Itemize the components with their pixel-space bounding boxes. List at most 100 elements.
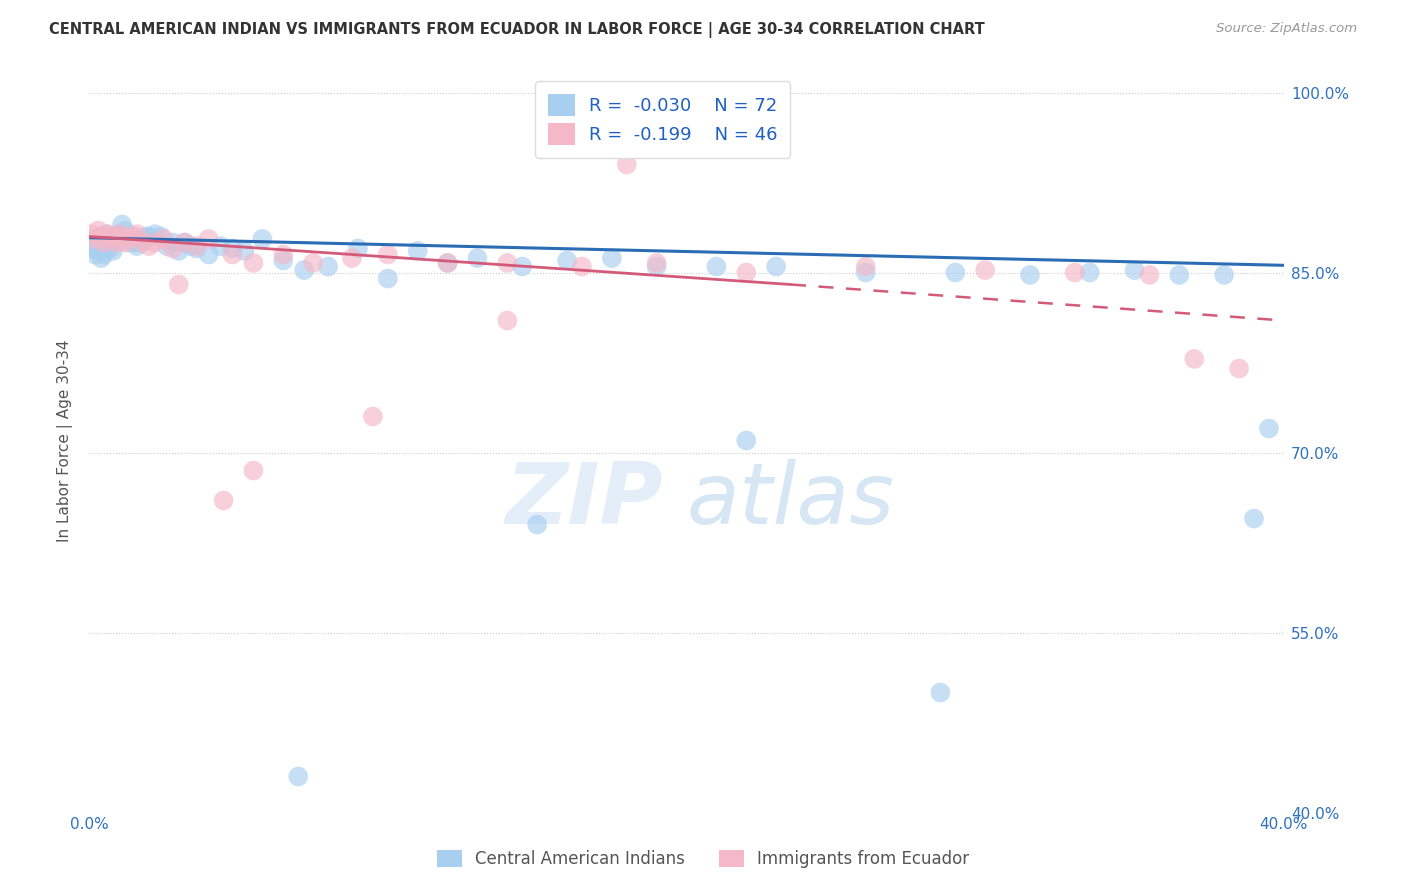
Point [101,244,124,258]
Point [233,244,256,258]
Point [90,229,112,244]
Point [526,517,548,532]
Point [90,251,112,265]
Point [1258,421,1281,435]
Point [117,232,139,246]
Text: Source: ZipAtlas.com: Source: ZipAtlas.com [1216,22,1357,36]
Point [122,229,145,244]
Point [242,256,264,270]
Point [114,232,136,246]
Point [271,247,294,261]
Legend: R =  -0.030    N = 72, R =  -0.199    N = 46: R = -0.030 N = 72, R = -0.199 N = 46 [534,81,790,158]
Point [510,260,533,274]
Point [1019,268,1042,282]
Point [87,239,110,253]
Point [252,232,274,246]
Point [302,256,325,270]
Point [1063,266,1085,280]
Point [855,266,877,280]
Point [96,227,118,241]
Point [377,271,399,285]
Point [143,227,166,241]
Point [132,232,155,246]
Point [82,242,104,256]
Point [173,235,195,250]
Point [120,229,142,244]
Point [467,251,489,265]
Point [135,229,157,244]
Point [84,235,107,250]
Y-axis label: In Labor Force | Age 30-34: In Labor Force | Age 30-34 [58,339,73,541]
Point [436,256,458,270]
Point [943,266,966,280]
Point [600,251,623,265]
Point [855,260,877,274]
Point [93,247,115,261]
Point [436,256,458,270]
Point [96,232,118,246]
Point [1227,361,1250,376]
Point [114,223,136,237]
Point [87,244,110,258]
Point [221,247,243,261]
Point [90,229,112,244]
Point [212,493,235,508]
Point [129,235,152,250]
Point [84,232,107,246]
Point [271,253,294,268]
Point [1123,263,1146,277]
Point [645,260,668,274]
Point [87,223,110,237]
Point [287,770,309,784]
Point [98,235,121,250]
Point [292,263,315,277]
Point [108,227,131,241]
Point [132,235,155,250]
Point [108,232,131,246]
Point [84,247,107,261]
Point [105,235,128,250]
Point [340,251,363,265]
Text: atlas: atlas [686,458,894,541]
Point [162,235,184,250]
Point [96,227,118,241]
Point [706,260,728,274]
Point [101,232,124,246]
Point [167,244,190,258]
Point [138,229,160,244]
Point [82,227,104,241]
Point [1078,266,1101,280]
Point [114,235,136,250]
Point [571,260,593,274]
Point [929,685,952,699]
Point [347,242,370,256]
Point [735,434,758,448]
Text: CENTRAL AMERICAN INDIAN VS IMMIGRANTS FROM ECUADOR IN LABOR FORCE | AGE 30-34 CO: CENTRAL AMERICAN INDIAN VS IMMIGRANTS FR… [49,22,986,38]
Point [138,239,160,253]
Point [162,242,184,256]
Point [221,242,243,256]
Point [105,235,128,250]
Point [616,157,638,171]
Point [1213,268,1236,282]
Point [735,266,758,280]
Point [125,227,148,241]
Point [197,247,219,261]
Point [167,277,190,292]
Point [765,260,787,274]
Point [377,247,399,261]
Point [555,253,578,268]
Point [98,232,121,246]
Point [645,256,668,270]
Point [1139,268,1161,282]
Point [156,239,179,253]
Point [143,235,166,250]
Point [111,218,134,232]
Point [122,235,145,250]
Point [173,235,195,250]
Point [496,256,519,270]
Point [108,227,131,241]
Point [186,239,208,253]
Point [974,263,997,277]
Point [93,235,115,250]
